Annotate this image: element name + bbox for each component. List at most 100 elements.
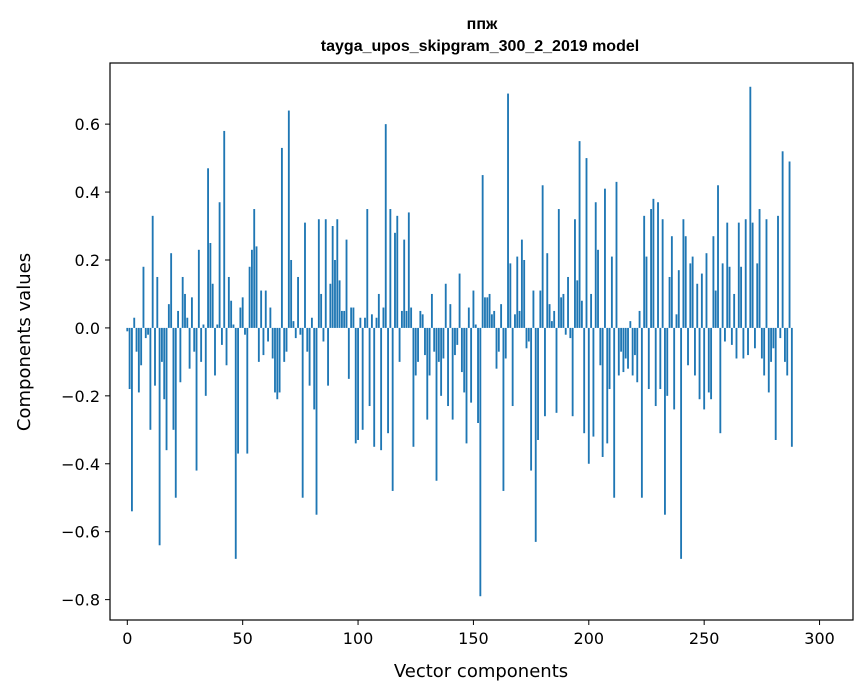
bar-84 xyxy=(320,293,323,328)
bar-248 xyxy=(698,327,701,400)
bar-169 xyxy=(516,256,519,328)
bar-246 xyxy=(694,327,696,376)
bar-186 xyxy=(555,327,558,413)
bar-73 xyxy=(294,327,297,339)
bar-9 xyxy=(147,327,149,335)
bar-214 xyxy=(620,327,623,352)
bar-1 xyxy=(128,327,131,390)
bar-6 xyxy=(140,327,143,366)
bar-274 xyxy=(758,209,761,328)
bar-78 xyxy=(306,327,309,352)
bar-287 xyxy=(788,161,791,328)
bar-70 xyxy=(287,110,290,328)
bar-105 xyxy=(368,327,371,407)
bar-270 xyxy=(749,86,752,328)
bar-244 xyxy=(689,263,692,328)
bar-251 xyxy=(705,253,708,328)
bar-231 xyxy=(659,327,662,390)
bar-227 xyxy=(650,209,653,328)
bar-162 xyxy=(500,304,503,328)
bar-111 xyxy=(382,307,385,328)
bar-205 xyxy=(599,327,602,366)
bar-100 xyxy=(357,327,359,440)
x-tick-label: 0 xyxy=(122,629,132,648)
bar-230 xyxy=(657,202,659,328)
bar-57 xyxy=(257,327,260,362)
bar-149 xyxy=(470,327,473,403)
bar-276 xyxy=(763,327,766,376)
bar-108 xyxy=(375,317,378,328)
bar-172 xyxy=(523,259,526,328)
bar-15 xyxy=(160,327,163,362)
bar-224 xyxy=(643,215,646,328)
bar-219 xyxy=(631,327,634,376)
bar-16 xyxy=(163,327,166,400)
bar-263 xyxy=(733,293,736,328)
bar-80 xyxy=(310,317,313,328)
bar-86 xyxy=(324,219,327,328)
bar-0 xyxy=(126,327,129,332)
bar-225 xyxy=(645,256,648,328)
bar-65 xyxy=(276,327,279,400)
bar-55 xyxy=(253,209,256,328)
bar-11 xyxy=(151,215,154,328)
bar-158 xyxy=(490,314,493,328)
bar-261 xyxy=(728,266,731,328)
bar-10 xyxy=(149,327,152,430)
bar-153 xyxy=(479,327,482,597)
bar-36 xyxy=(209,243,212,328)
bar-96 xyxy=(347,327,350,379)
x-tick-label: 200 xyxy=(574,629,605,648)
bar-189 xyxy=(562,293,565,328)
bar-129 xyxy=(424,327,426,356)
bar-120 xyxy=(403,239,406,328)
bar-176 xyxy=(532,290,535,328)
bar-285 xyxy=(784,327,786,362)
bar-123 xyxy=(410,307,413,328)
plot-frame xyxy=(109,62,854,621)
bar-52 xyxy=(246,327,249,454)
bar-144 xyxy=(458,273,461,328)
bar-165 xyxy=(507,93,509,328)
bar-193 xyxy=(571,327,574,417)
bar-271 xyxy=(751,222,754,328)
bar-250 xyxy=(703,327,706,410)
bar-183 xyxy=(548,304,551,328)
bar-119 xyxy=(400,310,403,328)
bar-85 xyxy=(322,327,325,342)
bar-49 xyxy=(239,307,242,328)
bar-266 xyxy=(740,266,743,328)
bar-97 xyxy=(350,307,353,328)
bar-167 xyxy=(511,327,514,407)
bar-277 xyxy=(765,219,768,328)
bar-170 xyxy=(518,310,521,328)
bar-130 xyxy=(426,327,429,420)
bar-217 xyxy=(627,327,629,369)
bar-24 xyxy=(181,276,184,328)
bar-146 xyxy=(463,327,466,393)
bar-171 xyxy=(520,239,523,328)
bar-168 xyxy=(514,314,516,328)
bar-279 xyxy=(770,327,773,362)
x-tick-label: 50 xyxy=(232,629,252,648)
bar-253 xyxy=(710,327,713,400)
bar-190 xyxy=(564,327,567,335)
bar-288 xyxy=(790,327,793,447)
bar-273 xyxy=(756,263,759,328)
bar-140 xyxy=(449,304,452,328)
bar-281 xyxy=(774,327,777,440)
bar-series xyxy=(126,86,793,597)
bar-156 xyxy=(486,297,489,328)
bar-67 xyxy=(280,147,283,328)
bar-59 xyxy=(262,327,265,356)
bar-23 xyxy=(179,327,182,383)
x-tick-label: 300 xyxy=(804,629,835,648)
bar-35 xyxy=(207,168,209,328)
bar-241 xyxy=(682,219,685,328)
bar-12 xyxy=(154,327,156,386)
bar-243 xyxy=(687,327,689,366)
bar-125 xyxy=(414,327,417,376)
bar-114 xyxy=(389,209,392,328)
bar-46 xyxy=(232,324,235,328)
